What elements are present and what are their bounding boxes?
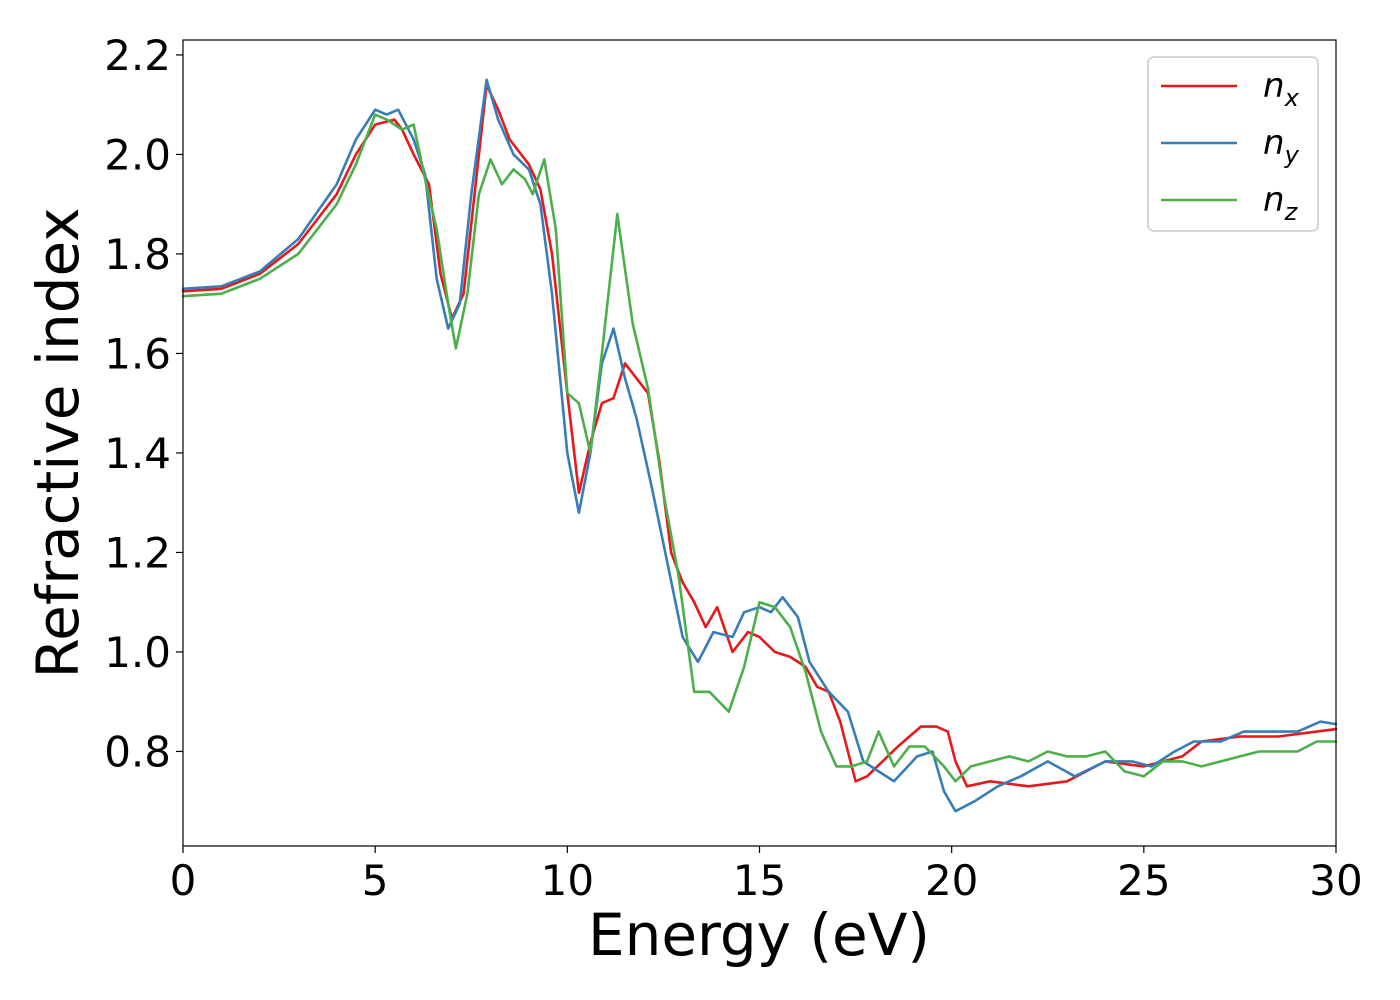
legend-label-base: n — [1263, 66, 1285, 106]
x-tick-label: 20 — [925, 856, 978, 905]
legend-label-z: nz — [1263, 180, 1299, 226]
y-axis-ticks: 0.8 1.0 1.2 1.4 1.6 1.8 2.0 2.2 — [104, 31, 183, 776]
series-line-x — [181, 83, 1338, 788]
x-axis-title: Energy (eV) — [588, 901, 930, 969]
y-tick-label: 1.2 — [104, 528, 171, 577]
y-tick-label: 0.8 — [104, 727, 171, 776]
x-tick-label: 30 — [1309, 856, 1362, 905]
y-tick-label: 1.8 — [104, 230, 171, 279]
y-tick-label: 2.0 — [104, 130, 171, 179]
y-tick-label: 1.4 — [104, 429, 171, 478]
legend-label-subscript: y — [1284, 141, 1300, 169]
legend-label-y: ny — [1263, 123, 1300, 169]
y-tick-label: 1.0 — [104, 628, 171, 677]
x-tick-label: 15 — [733, 856, 786, 905]
y-tick-label: 1.6 — [104, 329, 171, 378]
legend-label-base: n — [1263, 123, 1285, 163]
legend-label-base: n — [1263, 180, 1285, 220]
x-tick-label: 25 — [1117, 856, 1170, 905]
series-line-z — [181, 113, 1338, 783]
series-line-y — [181, 78, 1338, 813]
y-tick-label: 2.2 — [104, 31, 171, 80]
legend-label-x: nx — [1263, 66, 1300, 112]
x-tick-label: 0 — [170, 856, 197, 905]
x-tick-label: 10 — [541, 856, 594, 905]
legend-label-subscript: z — [1284, 198, 1299, 226]
x-axis-ticks: 0 5 10 15 20 25 30 — [170, 846, 1363, 905]
series-layer — [181, 78, 1338, 813]
y-axis-title: Refractive index — [24, 207, 92, 678]
x-tick-label: 5 — [362, 856, 389, 905]
legend-label-subscript: x — [1284, 84, 1300, 112]
